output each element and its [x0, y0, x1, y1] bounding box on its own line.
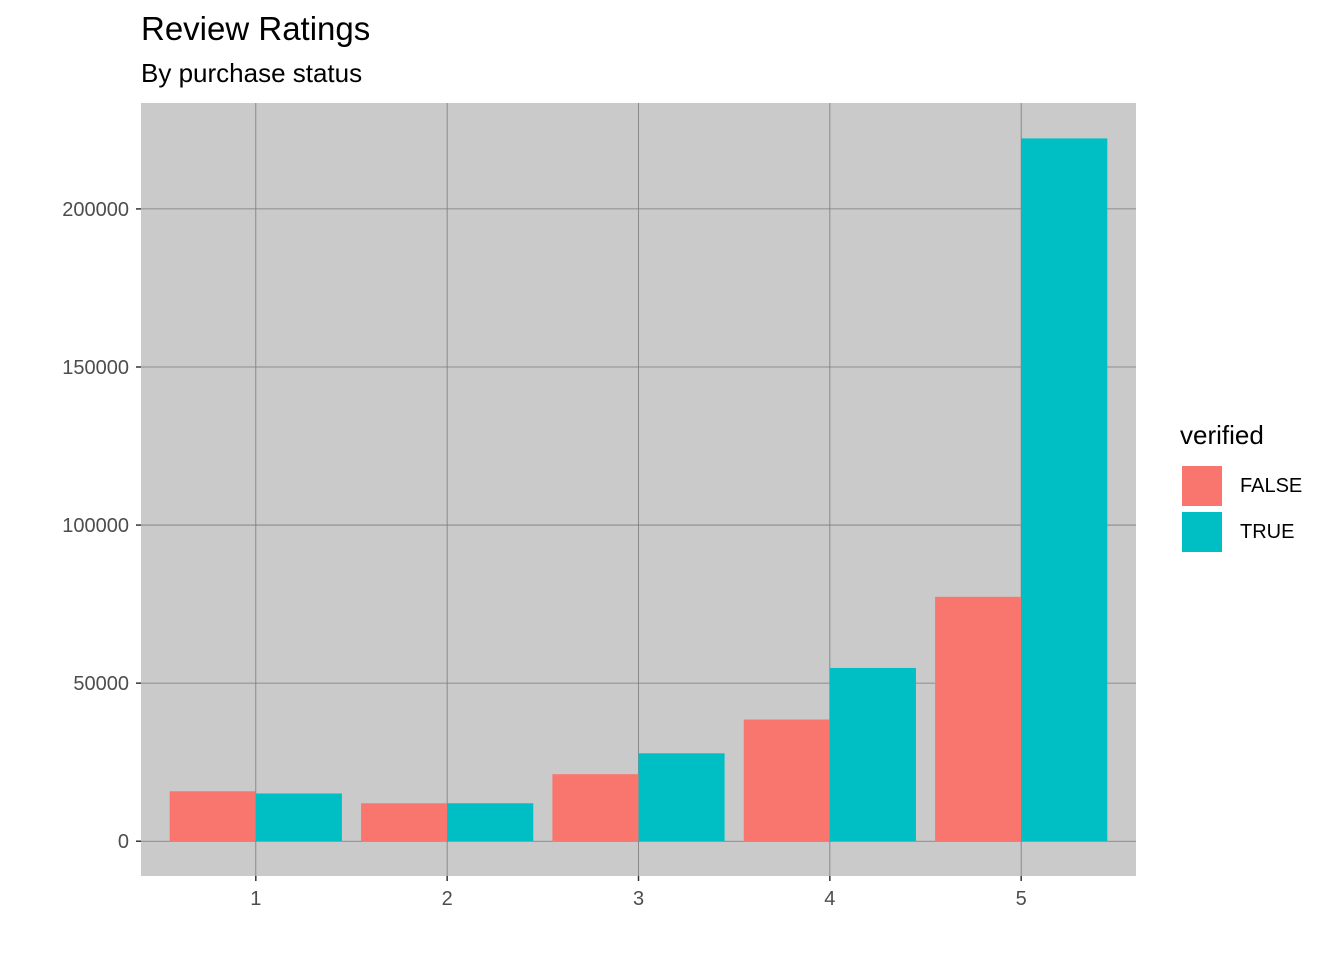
- bar-false-4: [743, 719, 830, 842]
- y-tick-label-1: 50000: [73, 673, 129, 695]
- chart-subtitle: By purchase status: [141, 58, 363, 88]
- bar-true-4: [829, 667, 916, 842]
- y-tick-label-3: 150000: [62, 357, 129, 379]
- legend: verified FALSE TRUE: [1180, 420, 1302, 555]
- legend-title: verified: [1180, 420, 1264, 450]
- bar-true-1: [255, 793, 342, 842]
- bar-true-2: [447, 803, 534, 842]
- x-tick-label-5: 5: [1016, 888, 1027, 910]
- bar-false-2: [361, 803, 448, 842]
- y-tick-label-0: 0: [118, 831, 129, 853]
- bar-false-3: [552, 774, 639, 842]
- x-tick-label-3: 3: [633, 888, 644, 910]
- chart-title: Review Ratings: [141, 10, 371, 47]
- y-tick-label-4: 200000: [62, 199, 129, 221]
- x-tick-label-2: 2: [442, 888, 453, 910]
- bar-true-5: [1021, 138, 1108, 842]
- y-tick-label-2: 100000: [62, 515, 129, 537]
- legend-key-false: [1181, 465, 1223, 507]
- bar-false-1: [169, 791, 256, 842]
- x-tick-label-1: 1: [250, 888, 261, 910]
- bar-false-5: [935, 596, 1022, 842]
- legend-key-true: [1181, 511, 1223, 553]
- x-tick-label-4: 4: [824, 888, 835, 910]
- legend-item-true: TRUE: [1180, 509, 1302, 555]
- bar-true-3: [638, 753, 725, 842]
- legend-item-false: FALSE: [1180, 463, 1302, 509]
- legend-label-true: TRUE: [1240, 520, 1295, 543]
- legend-label-false: FALSE: [1240, 474, 1303, 497]
